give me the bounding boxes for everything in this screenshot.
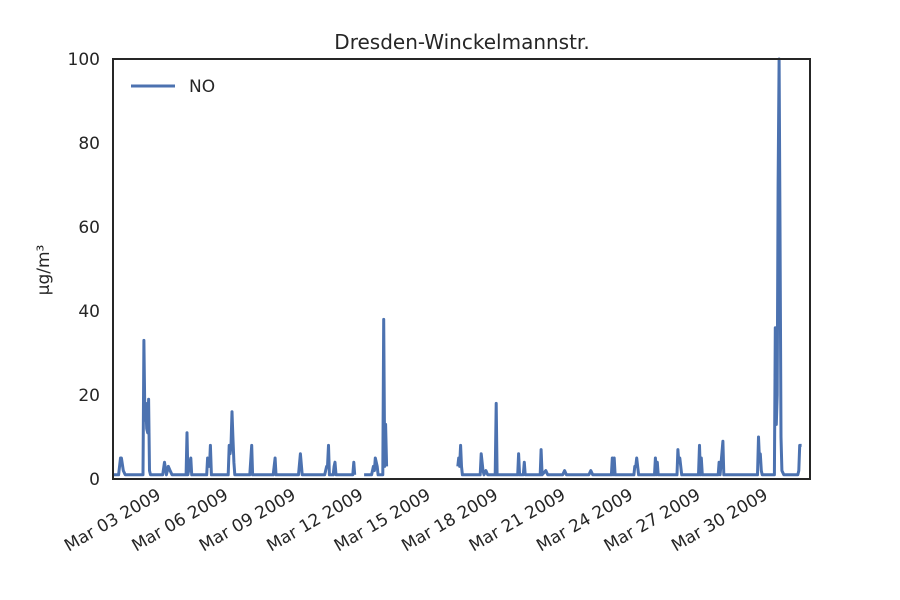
y-tick-label: 60 — [78, 218, 100, 238]
y-tick-label: 40 — [78, 302, 100, 322]
chart-title: Dresden-Winckelmannstr. — [334, 30, 589, 54]
legend-label-no: NO — [189, 77, 215, 97]
series-line-no — [364, 317, 389, 477]
series-line-no — [456, 57, 802, 477]
y-ticks: 0 20 40 60 80 100 — [68, 50, 100, 490]
y-tick-label: 0 — [89, 470, 100, 490]
series-line-no — [113, 338, 357, 477]
y-tick-label: 80 — [78, 134, 100, 154]
plot-frame — [112, 58, 811, 480]
series-layer — [113, 57, 802, 477]
y-tick-label: 100 — [68, 50, 100, 70]
y-axis-label: µg/m³ — [34, 245, 54, 296]
y-tick-label: 20 — [78, 386, 100, 406]
legend: NO — [131, 77, 215, 97]
